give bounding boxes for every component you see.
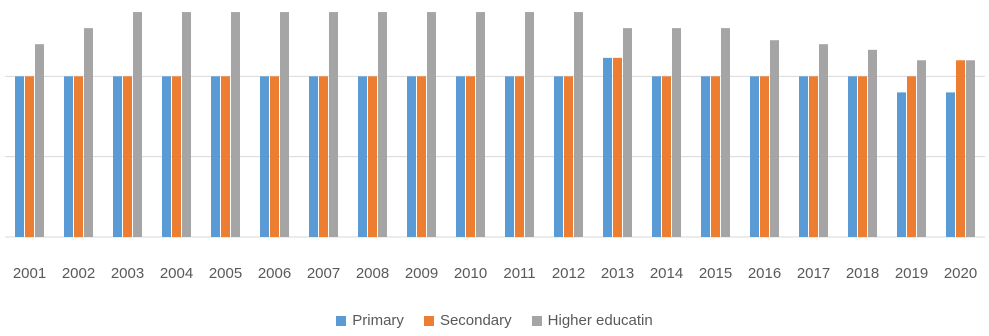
bar-secondary-2009 xyxy=(417,76,426,237)
bar-primary-2016 xyxy=(750,76,759,237)
bar-higher-educatin-2003 xyxy=(133,12,142,238)
bar-primary-2019 xyxy=(897,92,906,238)
x-tick-label: 2011 xyxy=(503,265,535,282)
bar-secondary-2006 xyxy=(270,76,279,237)
bar-higher-educatin-2011 xyxy=(525,12,534,238)
legend-label-primary: Primary xyxy=(352,312,404,329)
bars xyxy=(15,12,975,238)
gridlines xyxy=(5,75,985,238)
bar-secondary-2008 xyxy=(368,76,377,237)
x-tick-label: 2003 xyxy=(111,265,144,282)
x-tick-label: 2013 xyxy=(601,265,634,282)
legend-swatch-higher-education xyxy=(531,315,542,326)
bar-primary-2009 xyxy=(407,76,416,237)
bar-primary-2015 xyxy=(701,76,710,237)
bar-primary-2020 xyxy=(946,92,955,238)
bar-higher-educatin-2007 xyxy=(329,12,338,238)
bar-primary-2011 xyxy=(505,76,514,237)
legend-label-higher-education: Higher educatin xyxy=(547,312,653,329)
bar-primary-2014 xyxy=(652,76,661,237)
bar-secondary-2012 xyxy=(564,76,573,237)
bar-primary-2013 xyxy=(603,57,612,238)
bar-secondary-2016 xyxy=(760,76,769,237)
bar-higher-educatin-2012 xyxy=(574,12,583,238)
bar-higher-educatin-2001 xyxy=(35,44,44,238)
x-tick-label: 2018 xyxy=(846,265,879,282)
x-tick-label: 2007 xyxy=(307,265,340,282)
bar-primary-2007 xyxy=(309,76,318,237)
bar-secondary-2007 xyxy=(319,76,328,237)
bar-higher-educatin-2013 xyxy=(623,28,632,238)
bar-higher-educatin-2010 xyxy=(476,12,485,238)
bar-secondary-2002 xyxy=(74,76,83,237)
bar-secondary-2020 xyxy=(956,60,965,238)
x-tick-label: 2001 xyxy=(13,265,46,282)
bar-higher-educatin-2005 xyxy=(231,12,240,238)
x-tick-label: 2020 xyxy=(944,265,977,282)
bar-secondary-2011 xyxy=(515,76,524,237)
x-tick-label: 2017 xyxy=(797,265,830,282)
bar-higher-educatin-2002 xyxy=(84,28,93,238)
bar-primary-2010 xyxy=(456,76,465,237)
bar-higher-educatin-2015 xyxy=(721,28,730,238)
x-tick-label: 2004 xyxy=(160,265,193,282)
bar-primary-2002 xyxy=(64,76,73,237)
bar-secondary-2013 xyxy=(613,57,622,238)
bar-primary-2003 xyxy=(113,76,122,237)
x-tick-label: 2014 xyxy=(650,265,683,282)
bar-higher-educatin-2006 xyxy=(280,12,289,238)
bar-secondary-2018 xyxy=(858,76,867,237)
bar-higher-educatin-2020 xyxy=(966,60,975,238)
legend-item-higher-education[interactable]: Higher educatin xyxy=(531,312,653,329)
x-tick-label: 2005 xyxy=(209,265,242,282)
x-tick-label: 2010 xyxy=(454,265,487,282)
bar-secondary-2017 xyxy=(809,76,818,237)
bar-higher-educatin-2019 xyxy=(917,60,926,238)
bar-secondary-2019 xyxy=(907,76,916,237)
x-tick-label: 2015 xyxy=(699,265,732,282)
x-axis-tick-labels: 2001 2002 2003 2004 2005 2006 2007 2008 2009 2010… xyxy=(13,265,977,282)
bar-primary-2018 xyxy=(848,76,857,237)
bar-higher-educatin-2009 xyxy=(427,12,436,238)
legend-item-secondary[interactable]: Secondary xyxy=(423,312,512,329)
legend-swatch-secondary xyxy=(423,315,434,326)
x-tick-label: 2016 xyxy=(748,265,781,282)
bar-secondary-2003 xyxy=(123,76,132,237)
x-tick-label: 2006 xyxy=(258,265,291,282)
x-tick-label: 2012 xyxy=(552,265,585,282)
bar-secondary-2014 xyxy=(662,76,671,237)
bar-secondary-2005 xyxy=(221,76,230,237)
bar-higher-educatin-2018 xyxy=(868,49,877,237)
bar-primary-2004 xyxy=(162,76,171,237)
bar-primary-2005 xyxy=(211,76,220,237)
x-tick-label: 2009 xyxy=(405,265,438,282)
bar-higher-educatin-2017 xyxy=(819,44,828,238)
bar-primary-2017 xyxy=(799,76,808,237)
bar-secondary-2001 xyxy=(25,76,34,237)
bar-primary-2008 xyxy=(358,76,367,237)
x-tick-label: 2019 xyxy=(895,265,928,282)
bar-primary-2006 xyxy=(260,76,269,237)
bar-higher-educatin-2014 xyxy=(672,28,681,238)
x-tick-label: 2002 xyxy=(62,265,95,282)
x-tick-label: 2008 xyxy=(356,265,389,282)
legend: Primary Secondary Higher educatin xyxy=(0,312,989,329)
legend-item-primary[interactable]: Primary xyxy=(336,312,404,329)
bar-higher-educatin-2016 xyxy=(770,40,779,237)
legend-swatch-primary xyxy=(336,315,347,326)
bar-secondary-2004 xyxy=(172,76,181,237)
bar-secondary-2010 xyxy=(466,76,475,237)
bar-chart: 2001 2002 2003 2004 2005 2006 2007 2008 2009 2010… xyxy=(5,12,985,282)
bar-higher-educatin-2004 xyxy=(182,12,191,238)
legend-label-secondary: Secondary xyxy=(439,312,512,329)
bar-primary-2001 xyxy=(15,76,24,237)
bar-higher-educatin-2008 xyxy=(378,12,387,238)
bar-primary-2012 xyxy=(554,76,563,237)
bar-secondary-2015 xyxy=(711,76,720,237)
